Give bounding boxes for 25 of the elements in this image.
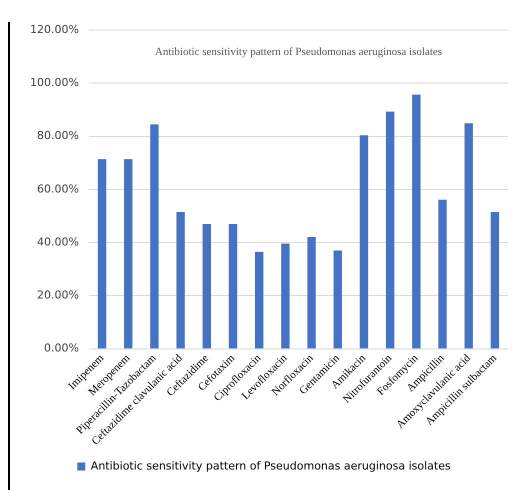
bar [360,135,368,348]
bar [490,212,500,348]
bar [386,112,394,348]
y-tick-label: 60.00% [36,182,79,196]
bar [464,123,473,348]
y-tick-label: 20.00% [36,288,79,302]
text: Antibiotic sensitivity pattern of Pseudomonas aeruginosa isolates [154,46,442,58]
bar [438,200,447,348]
bar [334,250,342,348]
legend-label: Antibiotic sensitivity pattern of Pseudomonas aeruginosa isolates [90,459,451,472]
bar [412,94,421,348]
bar [254,252,264,348]
bar [124,159,132,348]
bar [228,224,238,348]
y-tick-label: 0.00% [44,342,79,355]
y-tick-label: 100.00% [30,76,79,89]
y-tick-label: 80.00% [36,129,79,142]
bar [281,244,290,348]
bar [150,124,159,348]
bar [176,212,185,348]
bar [98,159,106,348]
bar [202,224,211,348]
bar [307,236,316,348]
y-tick-label: 40.00% [36,235,79,248]
y-tick-label: 120.00% [30,22,79,36]
